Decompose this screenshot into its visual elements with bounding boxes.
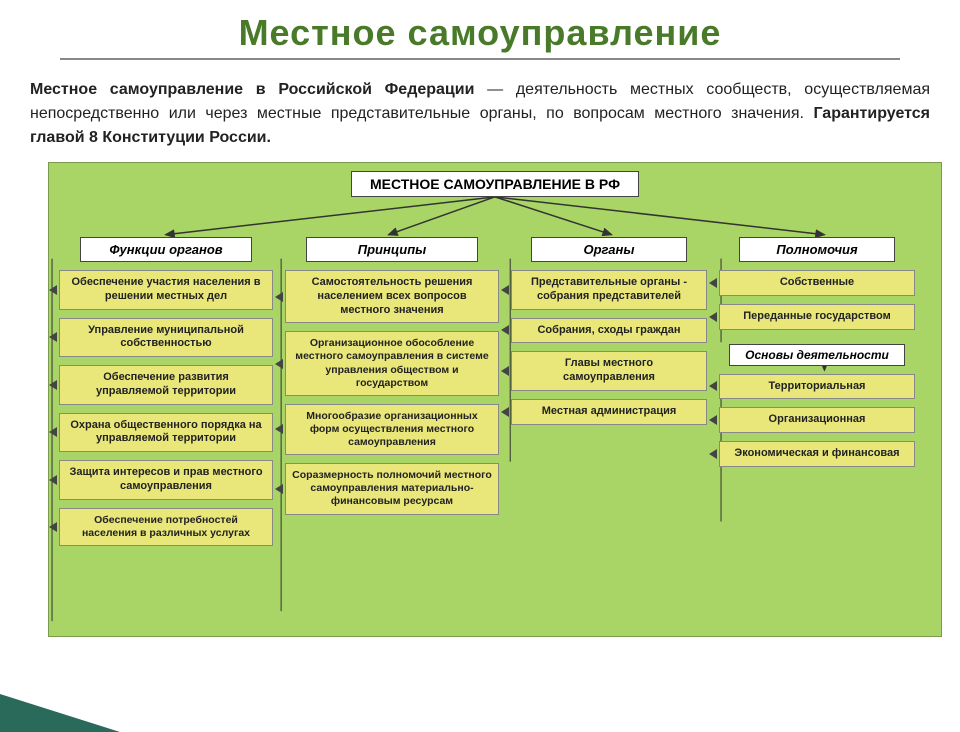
list-item: Экономическая и финансовая	[719, 441, 915, 467]
list-item: Местная администрация	[511, 399, 707, 425]
intro-text: Местное самоуправление в Российской Феде…	[30, 78, 930, 150]
column-functions: Функции органов Обеспечение участия насе…	[59, 237, 273, 546]
list-item: Управление муниципальной собственностью	[59, 318, 273, 358]
list-item: Организационное обособление местного сам…	[285, 331, 499, 396]
header-bodies: Органы	[531, 237, 688, 262]
list-item: Главы местного самоуправления	[511, 351, 707, 391]
intro-bold-1: Местное самоуправление в Российской Феде…	[30, 81, 474, 98]
corner-decoration	[0, 694, 120, 732]
list-item: Охрана общественного порядка на управляе…	[59, 413, 273, 453]
diagram-container: МЕСТНОЕ САМОУПРАВЛЕНИЕ В РФ Функции орга…	[48, 162, 942, 637]
list-item: Переданные государством	[719, 304, 915, 330]
list-item: Собрания, сходы граждан	[511, 318, 707, 344]
list-item: Обеспечение участия населения в решении …	[59, 270, 273, 310]
list-item: Обеспечение потребностей населения в раз…	[59, 508, 273, 546]
column-principles: Принципы Самостоятельность решения насел…	[285, 237, 499, 515]
list-item: Соразмерность полномочий местного самоуп…	[285, 463, 499, 514]
column-powers: Полномочия Собственные Переданные госуда…	[719, 237, 915, 467]
column-bodies: Органы Представительные органы - собрани…	[511, 237, 707, 425]
list-item: Обеспечение развития управляемой террито…	[59, 365, 273, 405]
columns-wrap: Функции органов Обеспечение участия насе…	[59, 237, 931, 546]
list-item: Защита интересов и прав местного самоупр…	[59, 460, 273, 500]
list-item: Многообразие организационных форм осущес…	[285, 404, 499, 455]
list-item: Представительные органы - собрания предс…	[511, 270, 707, 310]
title-underline	[60, 58, 900, 60]
header-functions: Функции органов	[80, 237, 251, 262]
list-item: Территориальная	[719, 374, 915, 400]
list-item: Организационная	[719, 407, 915, 433]
header-powers: Полномочия	[739, 237, 896, 262]
root-node: МЕСТНОЕ САМОУПРАВЛЕНИЕ В РФ	[351, 171, 639, 197]
header-principles: Принципы	[306, 237, 477, 262]
page-title: Местное самоуправление	[0, 12, 960, 54]
list-item: Собственные	[719, 270, 915, 296]
subheader-basics: Основы деятельности	[729, 344, 905, 366]
list-item: Самостоятельность решения населением все…	[285, 270, 499, 323]
